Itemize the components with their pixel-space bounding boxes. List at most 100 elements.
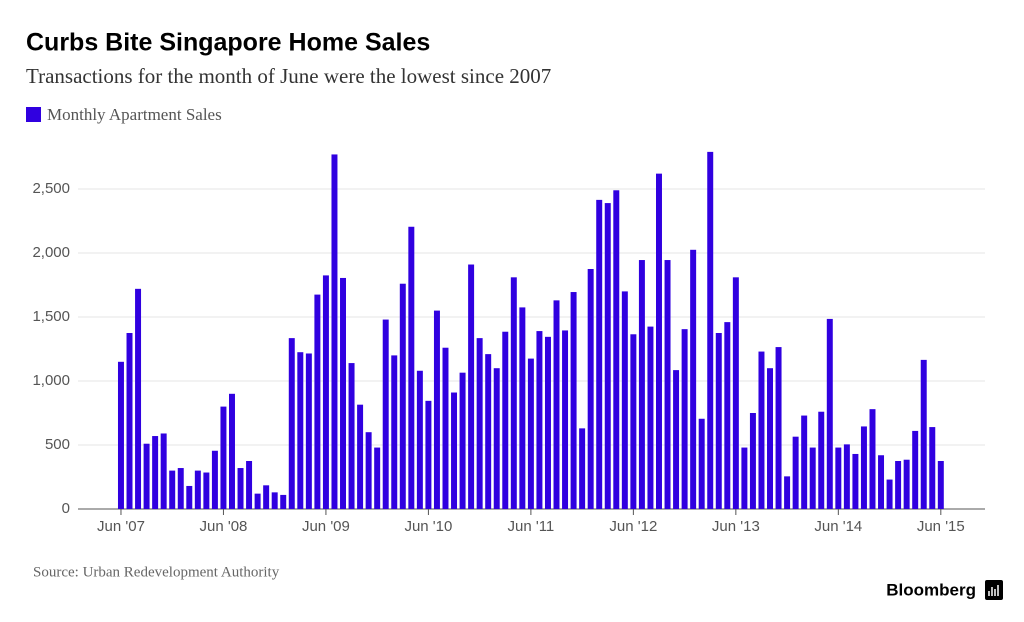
bar — [767, 368, 773, 509]
bar — [613, 190, 620, 509]
x-tick-label: Jun '08 — [199, 518, 247, 535]
bar — [835, 447, 842, 509]
bar — [818, 411, 825, 509]
bar — [305, 353, 312, 509]
bar — [416, 370, 423, 509]
bar — [929, 427, 936, 509]
bar — [843, 444, 850, 509]
bar — [451, 392, 458, 509]
bar — [775, 347, 782, 509]
bar — [664, 260, 671, 509]
bar — [638, 260, 645, 509]
bar — [459, 372, 466, 509]
bar — [468, 264, 475, 509]
bar — [604, 203, 611, 509]
bar — [493, 368, 500, 509]
legend-label: Monthly Apartment Sales — [47, 105, 222, 124]
bar — [741, 447, 748, 509]
bar — [126, 333, 133, 509]
bar — [698, 418, 705, 509]
bar — [690, 249, 697, 510]
brand-icon-bars — [988, 585, 999, 596]
bar — [169, 470, 176, 509]
brand: Bloomberg — [886, 580, 976, 599]
bar — [365, 432, 372, 509]
bar — [340, 277, 346, 509]
bar — [587, 269, 594, 509]
bar — [408, 226, 415, 509]
bar — [211, 450, 218, 509]
bar — [536, 331, 543, 509]
bar — [263, 485, 270, 509]
bar — [433, 310, 440, 509]
bar — [920, 359, 927, 509]
x-tick-label: Jun '13 — [712, 518, 760, 535]
x-tick-label: Jun '10 — [404, 518, 452, 535]
bar — [425, 400, 432, 509]
bar — [152, 436, 159, 509]
y-tick-label: 2,500 — [32, 180, 70, 197]
bar — [937, 461, 944, 509]
bar — [852, 453, 859, 509]
bar — [254, 493, 261, 509]
bar — [673, 370, 680, 509]
bar — [177, 468, 184, 509]
bar — [724, 322, 731, 509]
bar — [357, 404, 364, 509]
bar — [476, 338, 483, 509]
bar — [715, 333, 722, 509]
bar — [160, 433, 167, 509]
bar — [570, 292, 577, 509]
bar — [271, 492, 278, 509]
source: Source: Urban Redevelopment Authority — [33, 564, 280, 580]
bar — [143, 443, 150, 509]
bar — [621, 291, 628, 509]
bar — [229, 393, 235, 509]
bar — [246, 461, 253, 509]
bar — [297, 352, 304, 509]
bar — [809, 447, 816, 509]
bar — [869, 409, 876, 509]
bar — [878, 455, 885, 509]
bar — [656, 173, 662, 509]
bar — [732, 277, 739, 509]
bar — [502, 331, 509, 509]
y-tick-label: 0 — [62, 500, 70, 517]
bar — [544, 336, 551, 509]
bar — [519, 307, 526, 509]
y-tick-label: 2,000 — [32, 244, 70, 261]
bar — [749, 413, 756, 509]
x-tick-label: Jun '14 — [814, 518, 862, 535]
y-tick-label: 500 — [45, 436, 70, 453]
bar — [322, 275, 329, 509]
bar — [382, 319, 389, 509]
bar — [801, 415, 808, 509]
bar — [391, 355, 398, 509]
bar — [527, 358, 534, 509]
bar — [553, 300, 560, 509]
bar — [348, 363, 355, 509]
bar — [135, 288, 142, 509]
bar — [485, 354, 492, 509]
bar — [194, 470, 201, 509]
bar — [758, 351, 765, 509]
bar — [220, 406, 227, 509]
bar — [510, 277, 517, 509]
chart-subtitle: Transactions for the month of June were … — [26, 64, 551, 88]
bar — [442, 347, 449, 509]
bar — [647, 326, 654, 509]
bar — [912, 430, 919, 509]
x-tick-label: Jun '09 — [302, 518, 350, 535]
bar — [579, 428, 586, 509]
x-tick-label: Jun '12 — [609, 518, 657, 535]
brand-icon — [985, 580, 1003, 600]
bar — [826, 318, 833, 509]
bar — [562, 330, 569, 509]
bar — [399, 283, 406, 509]
bar — [314, 294, 321, 509]
x-tick-label: Jun '11 — [507, 518, 554, 535]
bar — [630, 334, 637, 509]
bar — [784, 476, 791, 509]
legend-swatch — [26, 107, 41, 122]
